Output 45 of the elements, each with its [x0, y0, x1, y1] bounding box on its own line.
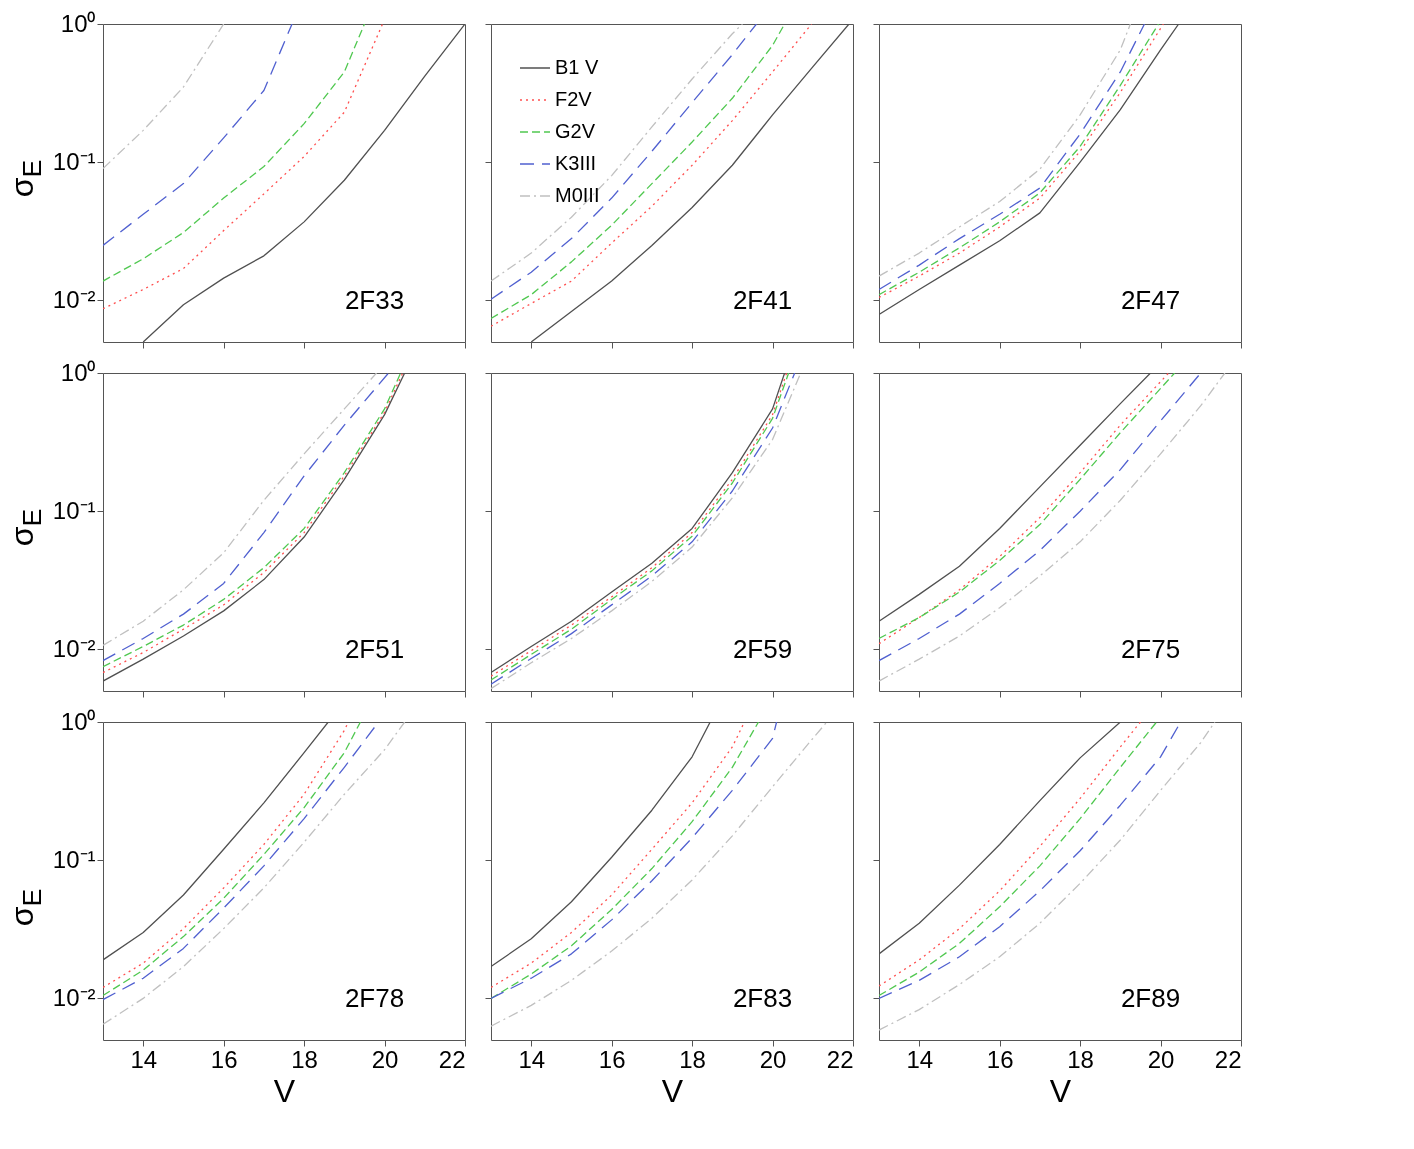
legend-label: B1 V: [555, 56, 600, 78]
annotation: 2F51: [344, 633, 405, 664]
y-tick-label: 10⁻¹: [52, 147, 96, 175]
x-tick-label: 16: [210, 1045, 238, 1073]
y-tick-label: 10⁻²: [52, 634, 96, 662]
x-tick-label: 16: [598, 1045, 626, 1073]
x-tick-label: 20: [1147, 1045, 1175, 1073]
y-tick-label: 10⁻²: [52, 285, 96, 313]
legend-label: K3III: [555, 152, 597, 174]
annotation: 2F89: [1120, 982, 1181, 1013]
annotation: 2F59: [732, 633, 793, 664]
annotation: 2F41: [732, 284, 793, 315]
x-tick-label: 14: [130, 1045, 158, 1073]
y-tick-label: 10⁰: [60, 358, 96, 386]
legend-label: F2V: [555, 88, 593, 110]
x-tick-label: 18: [291, 1045, 318, 1073]
y-tick-label: 10⁻²: [52, 983, 96, 1011]
x-tick-label: 14: [906, 1045, 934, 1073]
x-axis-title: V: [661, 1072, 684, 1109]
legend-label: M0III: [555, 184, 600, 206]
y-tick-label: 10⁻¹: [52, 845, 96, 873]
line-series: [103, 24, 366, 282]
x-tick-label: 20: [371, 1045, 399, 1073]
x-tick-label: 14: [518, 1045, 546, 1073]
y-tick-label: 10⁰: [60, 707, 96, 735]
x-tick-label: 22: [438, 1045, 466, 1073]
x-tick-label: 18: [1067, 1045, 1094, 1073]
x-axis-title: V: [273, 1072, 296, 1109]
y-tick-label: 10⁰: [60, 9, 96, 37]
line-series: [103, 24, 293, 247]
annotation: 2F47: [1120, 284, 1181, 315]
x-tick-label: 22: [1214, 1045, 1242, 1073]
x-tick-label: 18: [679, 1045, 706, 1073]
annotation: 2F83: [732, 982, 793, 1013]
x-tick-label: 20: [759, 1045, 787, 1073]
annotation: 2F33: [344, 284, 405, 315]
x-tick-label: 22: [826, 1045, 854, 1073]
x-tick-label: 16: [986, 1045, 1014, 1073]
y-tick-label: 10⁻¹: [52, 496, 96, 524]
annotation: 2F75: [1120, 633, 1181, 664]
x-axis-title: V: [1049, 1072, 1072, 1109]
annotation: 2F78: [344, 982, 405, 1013]
line-series: [103, 722, 406, 1025]
legend-label: G2V: [555, 120, 596, 142]
line-series: [103, 24, 225, 170]
